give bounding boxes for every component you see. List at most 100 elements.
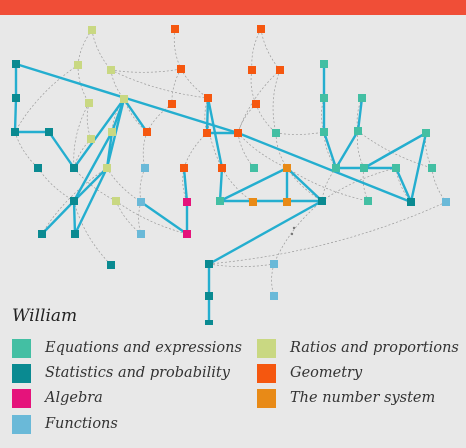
skill-node-geometry[interactable] <box>180 164 188 172</box>
skill-node-statistics[interactable] <box>70 164 78 172</box>
skill-node-statistics[interactable] <box>205 320 213 325</box>
skill-node-equations[interactable] <box>354 127 362 135</box>
legend-item-functions: Functions <box>12 413 118 435</box>
skill-node-statistics[interactable] <box>205 260 213 268</box>
skill-node-geometry[interactable] <box>257 25 265 33</box>
skill-node-geometry[interactable] <box>168 100 176 108</box>
skill-node-geometry[interactable] <box>171 25 179 33</box>
skill-node-statistics[interactable] <box>107 261 115 269</box>
skill-node-statistics[interactable] <box>71 230 79 238</box>
skill-node-geometry[interactable] <box>234 129 242 137</box>
learning-path-edge <box>182 166 189 204</box>
dependency-edge <box>271 263 275 297</box>
learning-path-edge <box>322 130 338 170</box>
dependency-edge <box>106 167 142 203</box>
skill-node-equations[interactable] <box>392 164 400 172</box>
skill-node-algebra[interactable] <box>183 198 191 206</box>
skill-node-geometry[interactable] <box>177 65 185 73</box>
highlighted-edges <box>13 62 428 325</box>
legend-item-ratios: Ratios and proportions <box>257 337 459 359</box>
skill-node-equations[interactable] <box>428 164 436 172</box>
skill-node-functions[interactable] <box>141 164 149 172</box>
skill-node-statistics[interactable] <box>318 197 326 205</box>
legend-item-algebra: Algebra <box>12 387 103 409</box>
dependency-edge <box>255 103 277 134</box>
skill-node-statistics[interactable] <box>12 60 20 68</box>
legend-item-statistics: Statistics and probability <box>12 362 230 384</box>
dependency-edge <box>142 131 148 169</box>
learning-path-edge <box>206 96 224 170</box>
skill-node-ratios[interactable] <box>85 99 93 107</box>
legend-label: The number system <box>290 390 436 406</box>
skill-node-ratios[interactable] <box>112 197 120 205</box>
dependency-edge <box>138 201 142 235</box>
skill-node-functions[interactable] <box>137 198 145 206</box>
skill-node-geometry[interactable] <box>252 100 260 108</box>
legend-label: Equations and expressions <box>45 340 242 356</box>
learning-path-edge <box>394 166 413 204</box>
dependency-edge <box>182 167 188 203</box>
skill-node-statistics[interactable] <box>34 164 42 172</box>
skill-node-equations[interactable] <box>360 164 368 172</box>
skill-node-geometry[interactable] <box>203 129 211 137</box>
skill-node-statistics[interactable] <box>45 128 53 136</box>
skill-node-geometry[interactable] <box>143 128 151 136</box>
skill-node-geometry[interactable] <box>276 66 284 74</box>
skill-nodes <box>11 25 450 325</box>
learning-path-edge <box>285 166 324 203</box>
skill-node-equations[interactable] <box>320 128 328 136</box>
square-swatch-icon <box>257 388 276 408</box>
skill-node-statistics[interactable] <box>38 230 46 238</box>
skill-node-functions[interactable] <box>442 198 450 206</box>
skill-node-ratios[interactable] <box>103 164 111 172</box>
skill-node-geometry[interactable] <box>204 94 212 102</box>
skill-node-statistics[interactable] <box>70 197 78 205</box>
legend-label: Functions <box>45 416 118 432</box>
skill-node-ratios[interactable] <box>74 61 82 69</box>
dependency-edge <box>321 167 397 202</box>
skill-node-number-system[interactable] <box>283 164 291 172</box>
skill-node-equations[interactable] <box>272 129 280 137</box>
skill-node-functions[interactable] <box>137 230 145 238</box>
skill-node-equations[interactable] <box>320 94 328 102</box>
skill-node-equations[interactable] <box>422 129 430 137</box>
skill-node-functions[interactable] <box>270 292 278 300</box>
skill-node-algebra[interactable] <box>183 230 191 238</box>
skill-node-equations[interactable] <box>358 94 366 102</box>
legend-label: Ratios and proportions <box>290 340 459 356</box>
skill-node-ratios[interactable] <box>107 66 115 74</box>
skill-node-statistics[interactable] <box>407 198 415 206</box>
legend-item-geometry: Geometry <box>257 362 362 384</box>
learning-path-edge <box>73 166 109 236</box>
skill-node-ratios[interactable] <box>108 128 116 136</box>
skill-node-statistics[interactable] <box>12 94 20 102</box>
dependency-edge <box>207 97 223 169</box>
dependency-edge <box>180 68 209 99</box>
skill-node-geometry[interactable] <box>248 66 256 74</box>
dependency-edge <box>208 263 275 267</box>
skill-node-number-system[interactable] <box>249 198 257 206</box>
skill-node-number-system[interactable] <box>283 198 291 206</box>
skill-node-equations[interactable] <box>250 164 258 172</box>
dependency-edge <box>37 167 75 202</box>
skill-node-equations[interactable] <box>216 197 224 205</box>
skill-node-geometry[interactable] <box>218 164 226 172</box>
learning-path-edge <box>72 166 109 203</box>
dependency-edge <box>110 69 209 99</box>
square-swatch-icon <box>12 414 31 434</box>
skill-node-equations[interactable] <box>332 164 340 172</box>
skill-node-ratios[interactable] <box>120 95 128 103</box>
skill-node-statistics[interactable] <box>205 292 213 300</box>
dependency-edge <box>115 200 188 235</box>
skill-node-equations[interactable] <box>320 60 328 68</box>
skill-node-ratios[interactable] <box>87 135 95 143</box>
skill-node-ratios[interactable] <box>88 26 96 34</box>
skill-node-functions[interactable] <box>270 260 278 268</box>
junction-dot <box>290 232 294 236</box>
learning-path-edge <box>334 129 360 170</box>
skill-node-statistics[interactable] <box>11 128 19 136</box>
dependency-edge <box>14 64 79 133</box>
dependency-edge <box>362 167 369 202</box>
dependency-edge <box>273 200 323 265</box>
skill-node-equations[interactable] <box>364 197 372 205</box>
